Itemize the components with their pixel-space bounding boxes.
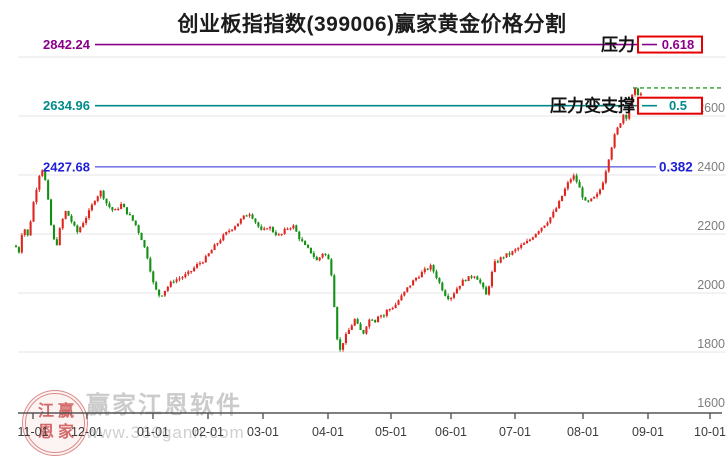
chart-title: 创业板指指数(399006)赢家黄金价格分割 bbox=[177, 13, 567, 36]
seal-character: 江 bbox=[37, 403, 54, 420]
x-axis-tick-label: 03-01 bbox=[247, 425, 279, 439]
x-axis-tick-label: 07-01 bbox=[499, 425, 531, 439]
watermark-url-text: www.360gann.com bbox=[86, 423, 245, 442]
x-axis-tick-label: 09-01 bbox=[632, 425, 664, 439]
watermark: 赢家江恩软件 www.360gann.com bbox=[86, 385, 245, 443]
gold-level-0618-side-label: 压力 bbox=[601, 35, 635, 55]
gold-level-0382-ratio-value: 0.382 bbox=[659, 159, 693, 174]
seal-character: 恩 bbox=[37, 424, 54, 441]
y-axis-tick-label: 2400 bbox=[697, 160, 725, 174]
gold-level-0618-price-label: 2842.24 bbox=[43, 37, 91, 52]
gold-level-0382-price-label: 2427.68 bbox=[43, 159, 90, 174]
y-axis-tick-label: 2600 bbox=[697, 101, 725, 115]
x-axis-tick-label: 05-01 bbox=[375, 425, 407, 439]
x-axis-tick-label: 11-01 bbox=[17, 425, 48, 439]
y-axis-tick-label: 2200 bbox=[697, 219, 725, 233]
candles-group bbox=[14, 87, 642, 352]
gold-level-05-ratio-box bbox=[637, 96, 703, 115]
y-axis-tick-label: 1800 bbox=[697, 337, 725, 351]
x-axis-tick-label: 02-01 bbox=[192, 425, 224, 439]
gold-level-0618-ratio-box bbox=[637, 35, 703, 54]
x-axis-tick-label: 10-01 bbox=[694, 425, 726, 439]
y-axis-tick-label: 2000 bbox=[697, 278, 725, 292]
seal-characters: 江赢恩家 bbox=[36, 401, 76, 443]
seal-character: 赢 bbox=[57, 403, 74, 420]
gold-level-05-side-label: 压力变支撑 bbox=[550, 96, 635, 116]
gold-level-05-ratio-value: 0.5 bbox=[669, 98, 687, 113]
x-axis-tick-label: 06-01 bbox=[435, 425, 467, 439]
watermark-brand-text: 赢家江恩软件 bbox=[86, 392, 242, 419]
y-axis-tick-label: 1600 bbox=[697, 396, 725, 410]
x-axis-tick-label: 01-01 bbox=[137, 425, 169, 439]
gold-level-05-price-label: 2634.96 bbox=[43, 98, 90, 113]
x-axis-tick-label: 12-01 bbox=[71, 425, 103, 439]
x-axis-tick-label: 08-01 bbox=[567, 425, 599, 439]
x-axis-tick-label: 04-01 bbox=[312, 425, 344, 439]
gold-level-0618-ratio-value: 0.618 bbox=[662, 37, 695, 52]
seal-character: 家 bbox=[57, 424, 74, 441]
